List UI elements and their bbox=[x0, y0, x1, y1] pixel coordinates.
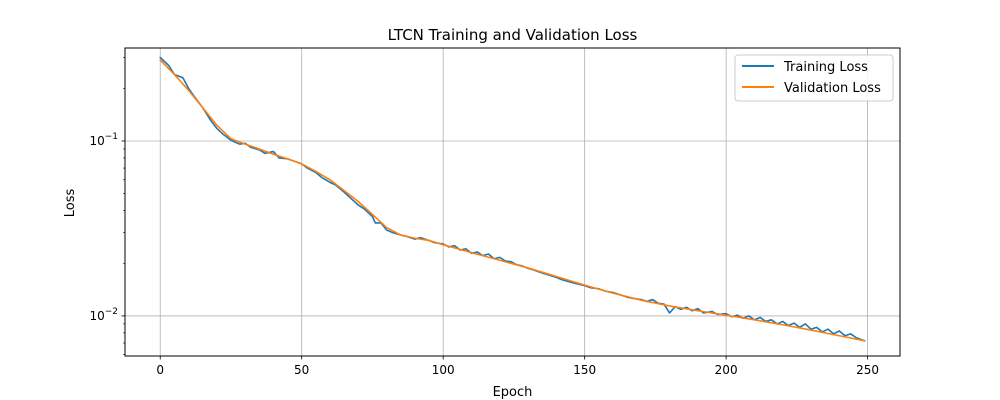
x-tick-label: 100 bbox=[432, 363, 455, 377]
x-tick-label: 150 bbox=[573, 363, 596, 377]
chart-title: LTCN Training and Validation Loss bbox=[388, 26, 638, 44]
x-tick-label: 0 bbox=[156, 363, 164, 377]
y-axis-label: Loss bbox=[63, 189, 78, 218]
legend: Training Loss Validation Loss bbox=[734, 54, 894, 102]
x-tick-label: 250 bbox=[856, 363, 879, 377]
series-line-validation-loss bbox=[159, 59, 866, 342]
plot-frame bbox=[124, 47, 901, 357]
legend-label-validation: Validation Loss bbox=[784, 81, 881, 96]
x-tick-label: 200 bbox=[715, 363, 738, 377]
x-axis-label: Epoch bbox=[493, 385, 533, 400]
legend-label-training: Training Loss bbox=[783, 60, 868, 75]
x-axis-ticks: 0 50 100 150 200 250 bbox=[156, 356, 879, 377]
x-tick-label: 50 bbox=[294, 363, 309, 377]
series-lines bbox=[159, 56, 866, 342]
legend-box bbox=[734, 54, 894, 102]
grid-lines bbox=[125, 48, 900, 356]
